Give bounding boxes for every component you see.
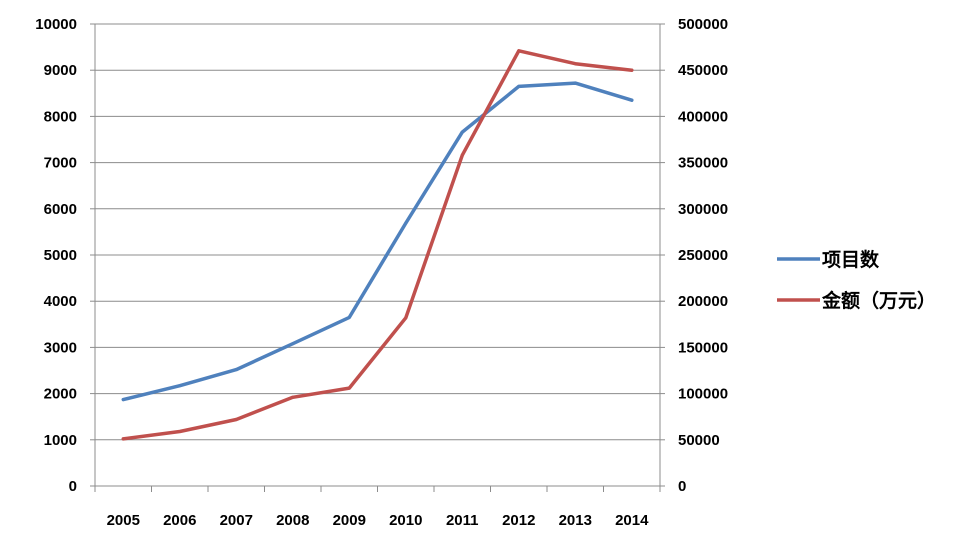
x-tick-label: 2011 bbox=[446, 512, 479, 529]
left-tick-label: 9000 bbox=[44, 62, 77, 79]
left-tick-label: 3000 bbox=[44, 339, 77, 356]
right-tick-label: 200000 bbox=[678, 293, 728, 310]
data-point bbox=[404, 316, 408, 320]
data-point bbox=[234, 417, 238, 421]
axes bbox=[90, 23, 665, 492]
data-point bbox=[234, 368, 238, 372]
x-tick-label: 2010 bbox=[389, 512, 422, 529]
right-tick-label: 400000 bbox=[678, 108, 728, 125]
x-tick-label: 2008 bbox=[276, 512, 309, 529]
left-tick-label: 8000 bbox=[44, 108, 77, 125]
left-y-axis-ticks: 0 1000 2000 3000 4000 5000 6000 7000 8000 9000 100… bbox=[35, 16, 77, 495]
data-point bbox=[517, 84, 521, 88]
series-line bbox=[121, 81, 634, 402]
right-tick-label: 350000 bbox=[678, 155, 728, 172]
x-tick-label: 2012 bbox=[502, 512, 535, 529]
x-tick-label: 2009 bbox=[333, 512, 366, 529]
legend-label: 金额（万元） bbox=[821, 289, 936, 312]
right-tick-label: 50000 bbox=[678, 432, 720, 449]
data-point bbox=[347, 315, 351, 319]
right-tick-label: 250000 bbox=[678, 247, 728, 264]
left-tick-label: 10000 bbox=[35, 16, 77, 33]
x-tick-label: 2005 bbox=[107, 512, 140, 529]
data-point bbox=[178, 384, 182, 388]
data-point bbox=[121, 437, 125, 441]
right-tick-label: 500000 bbox=[678, 16, 728, 33]
data-point bbox=[630, 98, 634, 102]
data-point bbox=[460, 130, 464, 134]
data-point bbox=[121, 398, 125, 402]
right-tick-label: 150000 bbox=[678, 339, 728, 356]
data-point bbox=[291, 395, 295, 399]
right-tick-label: 100000 bbox=[678, 386, 728, 403]
right-tick-label: 0 bbox=[678, 478, 686, 495]
legend-label: 项目数 bbox=[822, 248, 880, 271]
data-point bbox=[460, 153, 464, 157]
data-point bbox=[291, 342, 295, 346]
left-tick-label: 7000 bbox=[44, 155, 77, 172]
gridlines bbox=[95, 23, 660, 441]
data-point bbox=[404, 221, 408, 225]
right-y-axis-ticks: 0 50000 100000 150000 200000 250000 300000 3500… bbox=[678, 16, 728, 495]
x-tick-label: 2013 bbox=[559, 512, 592, 529]
x-axis-ticks: 2005 2006 2007 2008 2009 2010 2011 2012 2013 2014 bbox=[107, 512, 650, 529]
x-tick-label: 2006 bbox=[163, 512, 196, 529]
left-tick-label: 0 bbox=[69, 478, 77, 495]
left-tick-label: 1000 bbox=[44, 432, 77, 449]
right-tick-label: 300000 bbox=[678, 201, 728, 218]
left-tick-label: 2000 bbox=[44, 386, 77, 403]
x-tick-label: 2014 bbox=[615, 512, 649, 529]
data-point bbox=[573, 81, 577, 85]
right-tick-label: 450000 bbox=[678, 62, 728, 79]
series-lines bbox=[121, 49, 634, 441]
left-tick-label: 5000 bbox=[44, 247, 77, 264]
left-tick-label: 6000 bbox=[44, 201, 77, 218]
series-line bbox=[121, 49, 634, 441]
x-tick-label: 2007 bbox=[220, 512, 253, 529]
data-point bbox=[517, 49, 521, 53]
data-point bbox=[630, 68, 634, 72]
data-point bbox=[178, 429, 182, 433]
left-tick-label: 4000 bbox=[44, 293, 77, 310]
data-point bbox=[573, 62, 577, 66]
data-point bbox=[347, 386, 351, 390]
